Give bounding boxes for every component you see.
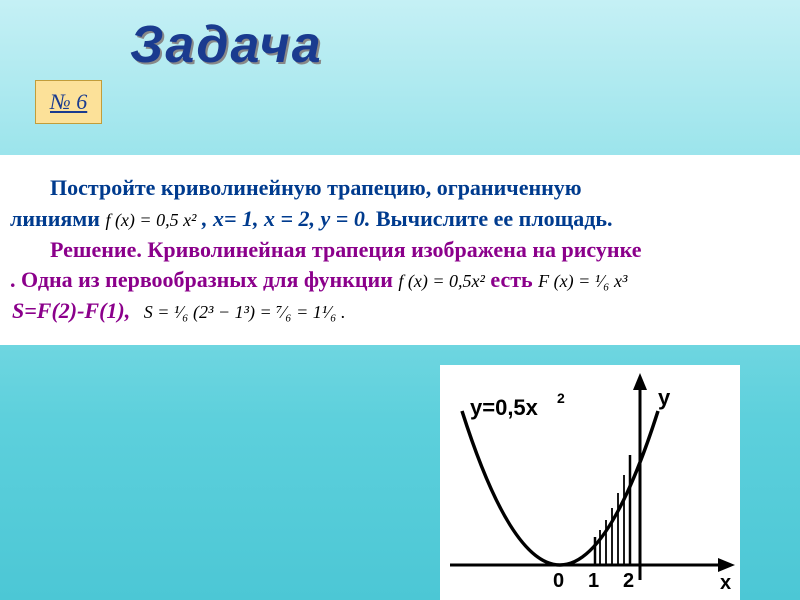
solution-line1: Решение. Криволинейная трапеция изображе… <box>10 235 790 266</box>
graph-container: 0 1 2 x y y=0,5x 2 <box>440 365 740 600</box>
x-axis-label: x <box>720 572 731 594</box>
function-label-exp: 2 <box>557 390 565 406</box>
tick-0: 0 <box>553 570 564 592</box>
y-axis-arrow <box>633 373 647 390</box>
solution-part2-prefix: . Одна из первообразных для функции <box>10 267 398 292</box>
sf-expression: S=F(2)-F(1), <box>12 298 130 323</box>
problem-line1: Постройте криволинейную трапецию, ограни… <box>10 173 790 204</box>
x-axis-arrow <box>718 558 735 572</box>
tick-1: 1 <box>588 570 599 592</box>
area-formula: S = ¹⁄₆ (2³ − 1³) = ⁷⁄₆ = 1¹⁄₆ . <box>144 302 346 322</box>
parabola-graph: 0 1 2 x y y=0,5x 2 <box>440 365 740 600</box>
f-of-x-formula-2: f (x) = 0,5x² <box>398 271 485 291</box>
function-label: y=0,5x <box>470 395 539 420</box>
shaded-region-hatching <box>600 475 624 565</box>
solution-part1: Криволинейная трапеция изображена на рис… <box>147 237 641 262</box>
solution-label: Решение. <box>50 237 147 262</box>
problem-compute: Вычислите ее площадь. <box>376 206 613 231</box>
problem-line2: линиями f (x) = 0,5 x² , x= 1, x = 2, y … <box>10 204 790 235</box>
calc-line: S=F(2)-F(1), S = ¹⁄₆ (2³ − 1³) = ⁷⁄₆ = 1… <box>10 296 790 327</box>
problem-conditions: , x= 1, x = 2, y = 0. <box>202 206 370 231</box>
y-axis-label: y <box>658 385 671 410</box>
page-title: Задача <box>130 15 323 75</box>
problem-lines-prefix: линиями <box>10 206 105 231</box>
tick-2: 2 <box>623 570 634 592</box>
solution-line2: . Одна из первообразных для функции f (x… <box>10 265 790 296</box>
task-number-badge: № 6 <box>35 80 102 124</box>
content-box: Постройте криволинейную трапецию, ограни… <box>0 155 800 345</box>
parabola-curve <box>462 411 658 565</box>
solution-is: есть <box>490 267 538 292</box>
f-of-x-formula: f (x) = 0,5 x² <box>105 210 196 230</box>
F-antiderivative-formula: F (x) = ¹⁄₆ x³ <box>538 271 627 291</box>
